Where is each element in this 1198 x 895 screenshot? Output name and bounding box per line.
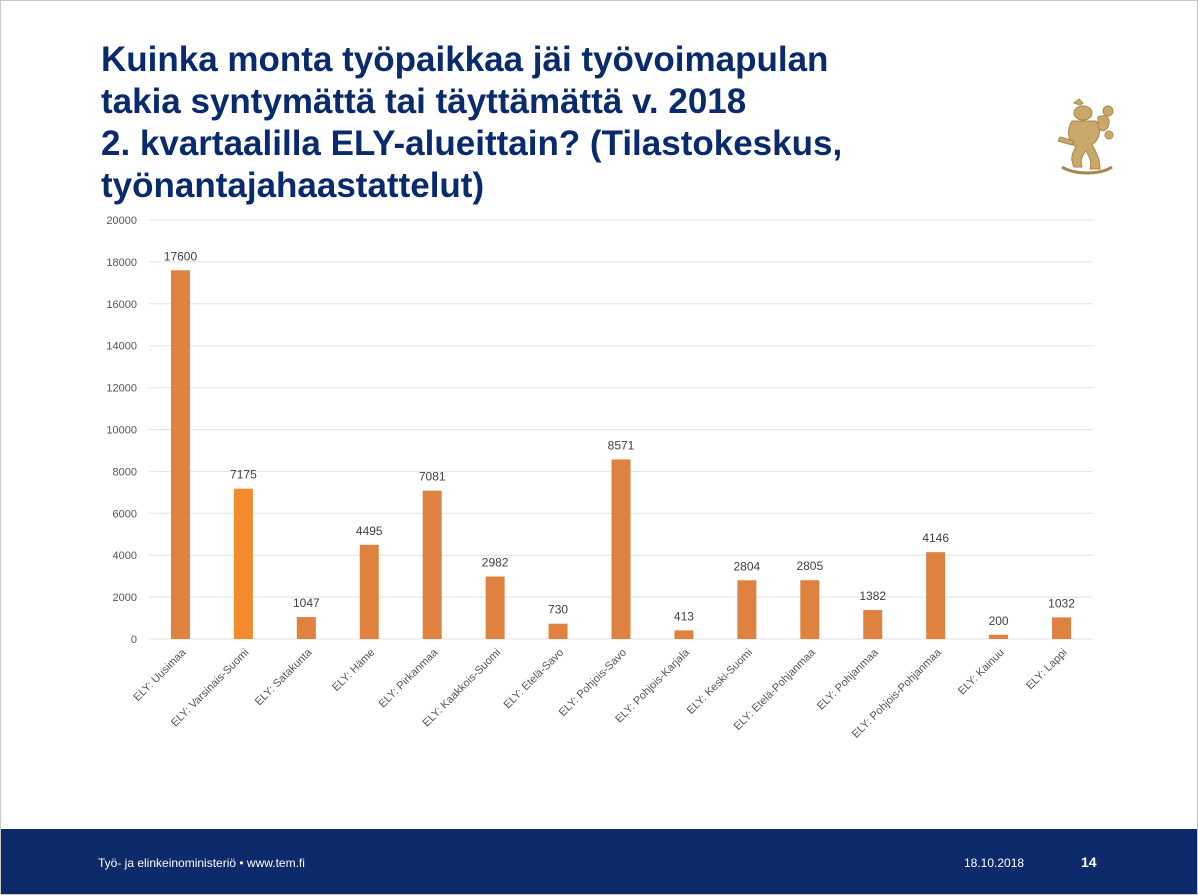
y-tick-label: 12000 xyxy=(106,383,137,395)
y-tick-label: 0 xyxy=(131,634,137,646)
data-label: 4146 xyxy=(922,531,949,545)
data-label: 1047 xyxy=(293,596,320,610)
bar xyxy=(170,270,190,639)
bar-chart: 0 2000 4000 6000 8000 10000 12000 14000 16000 180… xyxy=(106,215,1093,741)
title-line: työnantajahaastattelut) xyxy=(101,166,485,205)
y-tick-label: 14000 xyxy=(106,341,137,353)
bar xyxy=(926,552,946,639)
category-label: ELY: Häme xyxy=(330,647,377,694)
data-label: 2804 xyxy=(734,559,761,573)
category-label: ELY: Kainuu xyxy=(956,647,1007,698)
data-label: 730 xyxy=(548,603,568,617)
category-label: ELY: Pohjanmaa xyxy=(815,646,881,712)
category-label: ELY: Satakunta xyxy=(253,646,315,708)
category-label: ELY: Uusimaa xyxy=(131,646,189,704)
data-label: 8571 xyxy=(608,438,635,452)
y-tick-label: 2000 xyxy=(113,592,137,604)
data-label: 7175 xyxy=(230,468,257,482)
bar xyxy=(800,580,820,639)
category-label: ELY: Pirkanmaa xyxy=(377,646,441,710)
bar xyxy=(359,544,379,639)
category-label: ELY: Lappi xyxy=(1024,647,1070,693)
category-label: ELY: Etelä-Savo xyxy=(502,647,567,712)
bar xyxy=(989,634,1009,639)
y-tick-label: 18000 xyxy=(106,257,137,269)
bar xyxy=(485,576,505,639)
bar xyxy=(548,623,568,639)
title-line: takia syntymättä tai täyttämättä v. 2018 xyxy=(101,82,747,121)
data-label: 1032 xyxy=(1048,596,1075,610)
slide-title: Kuinka monta työpaikkaa jäi työvoimapula… xyxy=(101,39,1001,207)
y-tick-label: 4000 xyxy=(113,550,137,562)
bar xyxy=(422,490,442,639)
title-line: 2. kvartaalilla ELY-alueittain? (Tilasto… xyxy=(101,124,843,163)
data-label: 200 xyxy=(989,614,1009,628)
title-line: Kuinka monta työpaikkaa jäi työvoimapula… xyxy=(101,40,829,79)
data-label: 4495 xyxy=(356,524,383,538)
footer-date: 18.10.2018 xyxy=(964,856,1025,870)
data-label: 1382 xyxy=(859,589,886,603)
data-label: 413 xyxy=(674,609,694,623)
footer-org-text: Työ- ja elinkeinoministeriö • www.tem.fi xyxy=(98,856,305,870)
bar xyxy=(296,617,316,639)
footer: Työ- ja elinkeinoministeriö • www.tem.fi… xyxy=(1,829,1197,894)
data-label: 2805 xyxy=(796,559,823,573)
y-tick-label: 6000 xyxy=(113,508,137,520)
data-label: 17600 xyxy=(164,249,198,263)
category-label: ELY: Keski-Suomi xyxy=(685,647,755,717)
bar xyxy=(674,630,694,639)
bar xyxy=(611,459,631,639)
y-tick-label: 20000 xyxy=(106,215,137,227)
page-number: 14 xyxy=(1081,854,1097,870)
bar xyxy=(233,488,253,639)
category-label: ELY: Pohjois-Savo xyxy=(557,647,629,719)
y-tick-label: 10000 xyxy=(106,425,137,437)
bar xyxy=(863,610,883,639)
y-tick-label: 16000 xyxy=(106,299,137,311)
lion-coat-of-arms-icon xyxy=(1057,98,1114,175)
data-label: 2982 xyxy=(482,556,509,570)
data-label: 7081 xyxy=(419,470,446,484)
y-tick-label: 8000 xyxy=(113,466,137,478)
bar xyxy=(1052,617,1072,639)
bar xyxy=(737,580,757,639)
